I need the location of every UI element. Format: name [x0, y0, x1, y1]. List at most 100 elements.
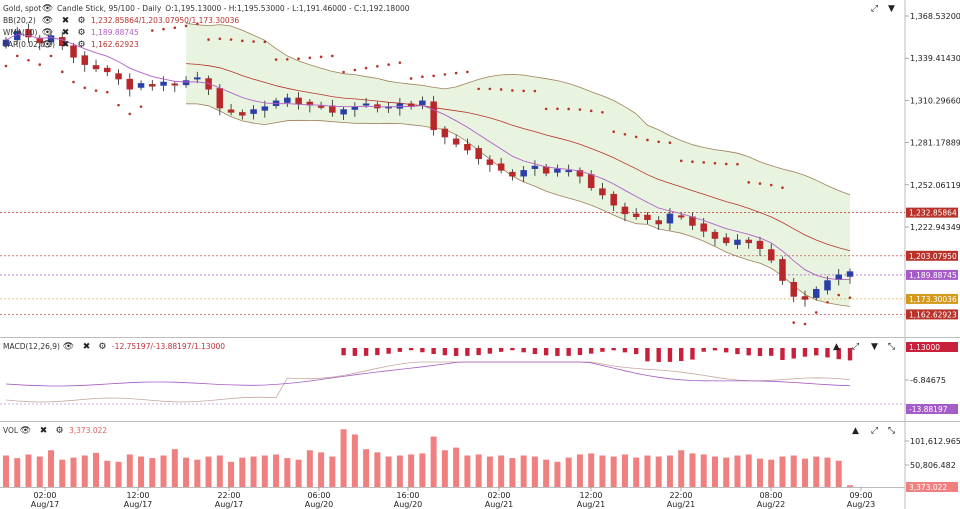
x-tick-date-6: Aug/21 — [577, 500, 606, 509]
visibility-eye-icon[interactable]: 👁 — [41, 3, 54, 14]
macd-legend-row: MACD(12,26,9) 👁 ✖ ⚙ -12.75197/-13.88197/… — [0, 341, 225, 352]
macd-hist-bar-62 — [701, 348, 706, 352]
sar-dot-10 — [117, 103, 120, 107]
macd-hist-bar-73 — [825, 348, 830, 358]
candle-body-4 — [47, 35, 55, 43]
close-icon[interactable]: ✖ — [61, 15, 70, 26]
sar-dot-18 — [207, 38, 210, 41]
y-tick-label-0: 1,368.53200 — [910, 12, 960, 21]
wma-line — [5, 33, 850, 281]
candle-body-55 — [621, 206, 629, 215]
collapse-panel-icon[interactable]: ⤡ — [887, 425, 896, 436]
sar-dot-22 — [252, 40, 255, 43]
move-down-icon[interactable]: ▼ — [871, 341, 878, 352]
sar-dot-7 — [83, 86, 87, 90]
sar-dot-63 — [713, 161, 717, 165]
close-icon[interactable]: ✖ — [82, 341, 91, 352]
macd-tag-bg-1 — [906, 404, 958, 414]
move-up-icon[interactable]: ▲ — [852, 425, 859, 436]
volume-bar-35 — [396, 455, 403, 487]
x-tick-time-5: 02:00 — [487, 491, 510, 500]
visibility-eye-icon[interactable]: 👁 — [41, 15, 54, 26]
macd-hist-bar-42 — [476, 348, 481, 356]
candle-body-57 — [644, 214, 651, 220]
sar-dot-72 — [814, 311, 818, 314]
candlesticks — [2, 23, 854, 307]
candle-body-38 — [430, 101, 437, 131]
sar-dot-36 — [409, 77, 413, 80]
sar-dot-5 — [60, 70, 64, 74]
macd-hist-bar-74 — [836, 348, 841, 360]
bb-name: BB(20,2) — [3, 16, 36, 25]
gear-icon[interactable]: ⚙ — [77, 39, 86, 50]
gear-icon[interactable]: ⚙ — [77, 27, 86, 38]
sar-dot-4 — [49, 54, 53, 58]
volume-bar-62 — [700, 454, 707, 487]
candle-body-52 — [587, 174, 595, 189]
candle-body-8 — [92, 65, 100, 70]
visibility-eye-icon[interactable]: 👁 — [62, 341, 75, 352]
price-tag-label-0: 1,232.85864 — [909, 209, 957, 218]
volume-bar-38 — [430, 436, 437, 487]
macd-hist-bar-65 — [735, 348, 740, 355]
sar-dot-32 — [364, 66, 368, 70]
parabolic-sar — [4, 22, 852, 326]
sar-dot-31 — [353, 68, 357, 72]
macd-tag-label-1: -13.88197 — [909, 405, 948, 414]
expand-panel-icon[interactable]: ⤢ — [851, 341, 860, 352]
price-tag-bg-4 — [906, 309, 958, 320]
macd-hist-bar-58 — [656, 348, 661, 362]
candle-body-12 — [137, 83, 145, 88]
visibility-eye-icon[interactable]: 👁 — [41, 27, 54, 38]
macd-hist-bar-39 — [442, 348, 448, 356]
volume-bar-17 — [194, 459, 201, 487]
x-tick-time-6: 12:00 — [579, 491, 602, 500]
sar-dot-9 — [105, 90, 109, 94]
macd-hist-bar-52 — [588, 348, 594, 354]
candle-body-69 — [779, 259, 786, 281]
vol-tick-label-0: 101,612.965 — [910, 437, 960, 446]
gear-icon[interactable]: ⚙ — [98, 341, 107, 352]
candle-body-16 — [182, 80, 190, 86]
move-down-icon[interactable]: ▼ — [888, 3, 895, 14]
expand-panel-icon[interactable]: ⤢ — [870, 3, 879, 14]
volume-bar-28 — [318, 452, 325, 487]
volume-bar-51 — [576, 454, 583, 487]
sar-dot-40 — [454, 71, 458, 75]
macd-hist-bar-48 — [543, 348, 549, 356]
macd-hist-bar-40 — [453, 348, 459, 356]
candle-body-43 — [486, 159, 494, 165]
volume-bar-14 — [160, 455, 167, 487]
x-tick-time-4: 16:00 — [396, 491, 419, 500]
candle-body-3 — [36, 37, 44, 44]
close-icon[interactable]: ✖ — [39, 425, 48, 436]
gear-icon[interactable]: ⚙ — [77, 15, 86, 26]
macd-tag-label-0: 1.13000 — [909, 343, 940, 352]
collapse-panel-icon[interactable]: ⤡ — [887, 341, 896, 352]
candle-body-22 — [250, 109, 257, 114]
candle-body-64 — [722, 237, 730, 244]
close-icon[interactable]: ✖ — [61, 27, 70, 38]
visibility-eye-icon[interactable]: 👁 — [41, 39, 54, 50]
expand-panel-icon[interactable]: ⤢ — [870, 425, 879, 436]
volume-bar-7 — [81, 455, 88, 487]
move-up-icon[interactable]: ▲ — [833, 341, 840, 352]
sar-dot-44 — [499, 88, 503, 91]
volume-bar-19 — [216, 455, 223, 487]
candle-body-15 — [171, 83, 179, 86]
macd-hist-bar-61 — [690, 348, 695, 360]
close-icon[interactable]: ✖ — [61, 39, 70, 50]
macd-hist-bar-34 — [386, 348, 391, 354]
volume-bar-45 — [509, 458, 516, 487]
macd-hist-bar-55 — [622, 348, 628, 353]
gear-icon[interactable]: ⚙ — [55, 425, 64, 436]
volume-bar-56 — [633, 457, 640, 487]
visibility-eye-icon[interactable]: 👁 — [19, 425, 32, 436]
macd-hist-bar-36 — [408, 348, 414, 351]
sar-dot-52 — [589, 109, 593, 113]
volume-bar-11 — [126, 454, 133, 487]
macd-hist-bar-44 — [498, 348, 504, 352]
volume-bar-66 — [745, 454, 752, 487]
macd-hist-bar-75 — [847, 348, 853, 361]
sar-dot-62 — [702, 161, 706, 164]
